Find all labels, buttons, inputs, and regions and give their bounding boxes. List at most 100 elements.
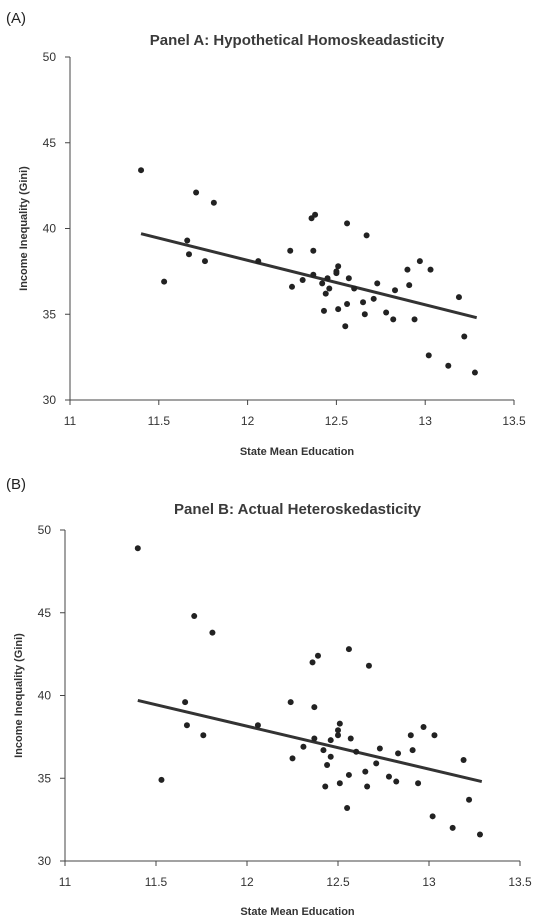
data-point xyxy=(390,316,397,323)
trend-line xyxy=(137,699,483,784)
data-point xyxy=(460,757,467,764)
data-point xyxy=(347,735,354,742)
y-tick-label: 45 xyxy=(43,136,57,150)
data-point xyxy=(322,290,329,297)
data-point xyxy=(209,629,216,636)
x-tick-label: 13.5 xyxy=(508,875,532,889)
data-point xyxy=(471,369,478,376)
data-point xyxy=(353,748,360,755)
data-point xyxy=(336,780,343,787)
data-point xyxy=(309,659,316,666)
x-tick-label: 11 xyxy=(64,414,77,428)
data-point xyxy=(376,745,383,752)
data-point xyxy=(327,737,334,744)
y-tick-label: 35 xyxy=(38,771,52,785)
data-point xyxy=(184,237,191,244)
data-point xyxy=(429,813,436,820)
data-point xyxy=(351,285,358,292)
data-point xyxy=(311,735,318,742)
data-point xyxy=(320,307,327,314)
panel-a: (A) Panel A: Hypothetical Homoskeadastic… xyxy=(6,10,526,458)
data-point xyxy=(431,732,438,739)
data-point xyxy=(344,220,351,227)
data-point xyxy=(335,263,342,270)
data-point xyxy=(365,662,372,669)
data-point xyxy=(360,299,367,306)
data-point xyxy=(361,311,368,318)
data-point xyxy=(319,280,326,287)
data-point xyxy=(345,275,352,282)
y-axis-title: Income Inequality (Gini) xyxy=(13,633,25,758)
data-point xyxy=(345,771,352,778)
x-tick-label: 12.5 xyxy=(325,414,349,428)
data-point xyxy=(370,295,377,302)
data-point xyxy=(254,722,261,729)
data-point xyxy=(461,333,468,340)
y-tick-label: 50 xyxy=(43,50,57,64)
chart-title: Panel A: Hypothetical Homoskeadasticity xyxy=(150,32,445,49)
x-tick-label: 13 xyxy=(422,875,436,889)
data-point xyxy=(344,300,351,307)
panel-b-tag: (B) xyxy=(6,476,26,493)
x-tick-label: 12 xyxy=(241,414,255,428)
data-point xyxy=(404,266,411,273)
data-point xyxy=(342,323,349,330)
y-tick-label: 35 xyxy=(43,307,57,321)
data-point xyxy=(134,545,141,552)
panel-b: (B) Panel B: Actual Heteroskedasticity 11… xyxy=(0,466,535,920)
data-point xyxy=(373,760,380,767)
x-tick-label: 11.5 xyxy=(145,875,168,889)
data-point xyxy=(183,722,190,729)
data-point xyxy=(210,199,217,206)
x-tick-label: 12.5 xyxy=(326,875,350,889)
data-point xyxy=(476,831,483,838)
data-point xyxy=(327,753,334,760)
data-point xyxy=(322,783,329,790)
data-point xyxy=(326,285,333,292)
data-point xyxy=(161,278,168,285)
data-point xyxy=(289,283,295,290)
x-tick-label: 12 xyxy=(240,875,254,889)
data-point xyxy=(415,780,422,787)
x-tick-label: 11.5 xyxy=(148,414,171,428)
x-tick-label: 13.5 xyxy=(502,414,526,428)
data-point xyxy=(324,762,331,769)
x-axis-title: State Mean Education xyxy=(240,446,355,458)
data-point xyxy=(345,646,352,653)
y-tick-label: 50 xyxy=(38,523,52,537)
data-point xyxy=(344,805,351,812)
data-point xyxy=(406,282,413,289)
panel-a-tag: (A) xyxy=(6,10,26,27)
data-point xyxy=(311,704,318,711)
panel-b-chart: Panel B: Actual Heteroskedasticity 11 11.5… xyxy=(13,501,532,918)
trend-line xyxy=(140,232,478,320)
data-point xyxy=(392,287,399,294)
data-point xyxy=(333,268,340,275)
data-point xyxy=(455,294,462,301)
data-point xyxy=(324,275,331,282)
data-point xyxy=(182,699,189,706)
data-point xyxy=(201,258,208,265)
data-point xyxy=(335,306,342,313)
data-point xyxy=(200,732,207,739)
data-point xyxy=(287,247,294,254)
data-point xyxy=(425,352,432,359)
data-point xyxy=(312,211,319,218)
data-point xyxy=(466,796,473,803)
x-axis-title: State Mean Education xyxy=(240,906,355,918)
y-tick-label: 30 xyxy=(38,854,52,868)
x-tick-label: 11 xyxy=(59,875,72,889)
data-point xyxy=(407,732,414,739)
data-point xyxy=(335,732,341,739)
y-tick-label: 30 xyxy=(43,393,57,407)
data-point xyxy=(300,743,307,750)
data-point xyxy=(363,232,370,239)
y-tick-label: 40 xyxy=(38,689,52,703)
data-point xyxy=(362,768,369,775)
data-point xyxy=(255,258,262,265)
data-point xyxy=(427,266,434,273)
data-point xyxy=(393,778,400,785)
data-point xyxy=(411,316,418,323)
y-axis-title: Income Inequality (Gini) xyxy=(18,166,30,291)
